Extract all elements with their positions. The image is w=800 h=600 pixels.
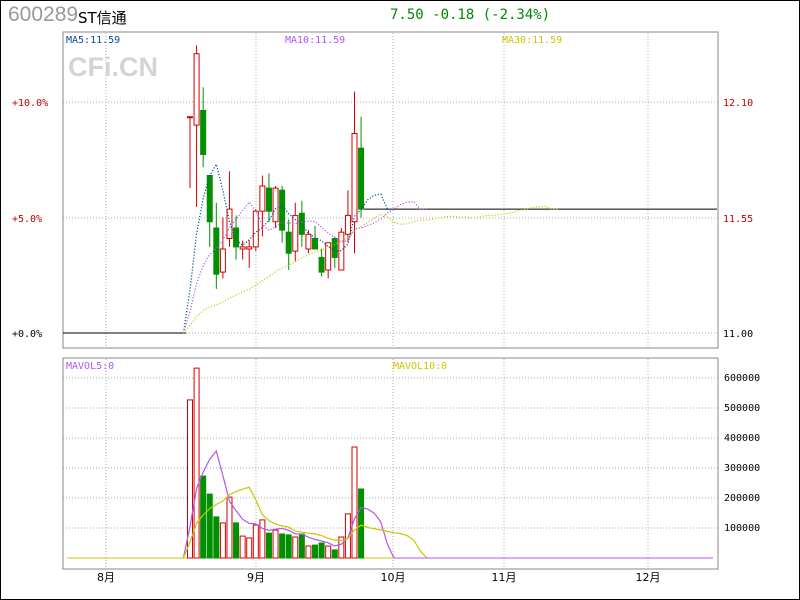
candle-down bbox=[285, 231, 292, 254]
month-label: 10月 bbox=[381, 571, 406, 584]
volume-bar bbox=[292, 536, 299, 559]
right-axis-label: 11.55 bbox=[723, 214, 753, 225]
price-panel-frame bbox=[62, 31, 719, 349]
volume-bar bbox=[206, 493, 213, 559]
volume-bar bbox=[358, 488, 365, 559]
volume-bar bbox=[331, 549, 338, 559]
volume-axis-label: 600000 bbox=[724, 373, 760, 384]
left-axis-label: +10.0% bbox=[12, 98, 48, 109]
candle-down bbox=[298, 212, 305, 235]
price-quote: 7.50 -0.18 (-2.34%) bbox=[390, 7, 551, 23]
left-axis-label: +0.0% bbox=[12, 329, 42, 340]
grid-lines bbox=[63, 33, 718, 569]
month-label: 8月 bbox=[97, 571, 115, 584]
candle-up bbox=[239, 246, 246, 250]
candle-down bbox=[213, 227, 220, 275]
candle-up bbox=[226, 208, 233, 240]
candle-up bbox=[325, 242, 332, 271]
candle-up bbox=[193, 53, 200, 126]
candle-down bbox=[358, 147, 365, 210]
volume-axis-label: 200000 bbox=[724, 493, 760, 504]
candle-down bbox=[206, 175, 213, 223]
ma5-line bbox=[182, 162, 394, 334]
candle-down bbox=[318, 256, 325, 273]
volume-bar bbox=[351, 446, 358, 559]
candle-down bbox=[312, 238, 319, 250]
volume-bar bbox=[312, 544, 319, 559]
volume-bar bbox=[305, 545, 312, 559]
candle-up bbox=[305, 233, 312, 250]
mavol10-legend: MAVOL10:0 bbox=[393, 361, 447, 372]
volume-axis-label: 400000 bbox=[724, 433, 760, 444]
month-label: 12月 bbox=[636, 571, 661, 584]
ma10-line bbox=[182, 200, 427, 334]
candle-up bbox=[344, 214, 351, 235]
volume-bar bbox=[213, 516, 220, 559]
right-axis-label: 12.10 bbox=[723, 98, 753, 109]
mavol5-line bbox=[182, 449, 395, 559]
candle-down bbox=[331, 238, 338, 258]
volume-bar bbox=[252, 524, 259, 559]
candle-down bbox=[233, 227, 240, 248]
mavol5-legend: MAVOL5:0 bbox=[66, 361, 114, 372]
volume-bar bbox=[219, 522, 226, 559]
volume-bar bbox=[279, 533, 286, 559]
watermark-logo: CFi.CN bbox=[68, 52, 158, 82]
volume-bar bbox=[239, 535, 246, 559]
candle-down bbox=[279, 189, 286, 231]
volume-bar bbox=[298, 533, 305, 559]
volume-bar bbox=[318, 542, 325, 559]
ma5-legend: MA5:11.59 bbox=[66, 35, 120, 46]
volume-axis-label: 100000 bbox=[724, 523, 760, 534]
volume-bar bbox=[226, 496, 233, 559]
volume-bar bbox=[193, 367, 200, 559]
candle-up bbox=[219, 248, 226, 273]
candle-up bbox=[351, 133, 358, 223]
right-axis-label: 11.00 bbox=[723, 329, 753, 340]
volume-bar bbox=[200, 475, 207, 559]
volume-bar bbox=[325, 545, 332, 559]
candle-down bbox=[265, 187, 272, 212]
candle-up bbox=[187, 116, 193, 119]
volume-panel-frame bbox=[62, 357, 719, 570]
volume-bar bbox=[265, 532, 272, 559]
volume-bar bbox=[272, 529, 279, 559]
volume-bar bbox=[233, 522, 240, 559]
volume-bar bbox=[259, 519, 266, 559]
volume-bar bbox=[285, 534, 292, 559]
ma30-legend: MA30:11.59 bbox=[502, 35, 562, 46]
volume-bar bbox=[187, 399, 193, 559]
candle-up bbox=[246, 246, 253, 250]
candle-up bbox=[259, 185, 266, 212]
left-axis-label: +5.0% bbox=[12, 214, 42, 225]
volume-axis-label: 500000 bbox=[724, 403, 760, 414]
volume-bar bbox=[246, 537, 253, 559]
mavol10-line bbox=[182, 486, 428, 559]
candle-up bbox=[272, 187, 279, 223]
chart-marks bbox=[63, 45, 717, 559]
ma30-line bbox=[182, 205, 559, 334]
stock-code: 600289 bbox=[8, 3, 79, 26]
ma10-legend: MA10:11.59 bbox=[285, 35, 345, 46]
stock-name: ST信通 bbox=[78, 9, 127, 27]
candle-down bbox=[200, 109, 207, 155]
volume-bar bbox=[338, 536, 345, 559]
month-label: 9月 bbox=[247, 571, 265, 584]
candle-up bbox=[338, 231, 345, 271]
candle-up bbox=[292, 214, 299, 252]
candle-up bbox=[252, 210, 259, 248]
volume-axis-label: 300000 bbox=[724, 463, 760, 474]
month-label: 11月 bbox=[492, 571, 517, 584]
